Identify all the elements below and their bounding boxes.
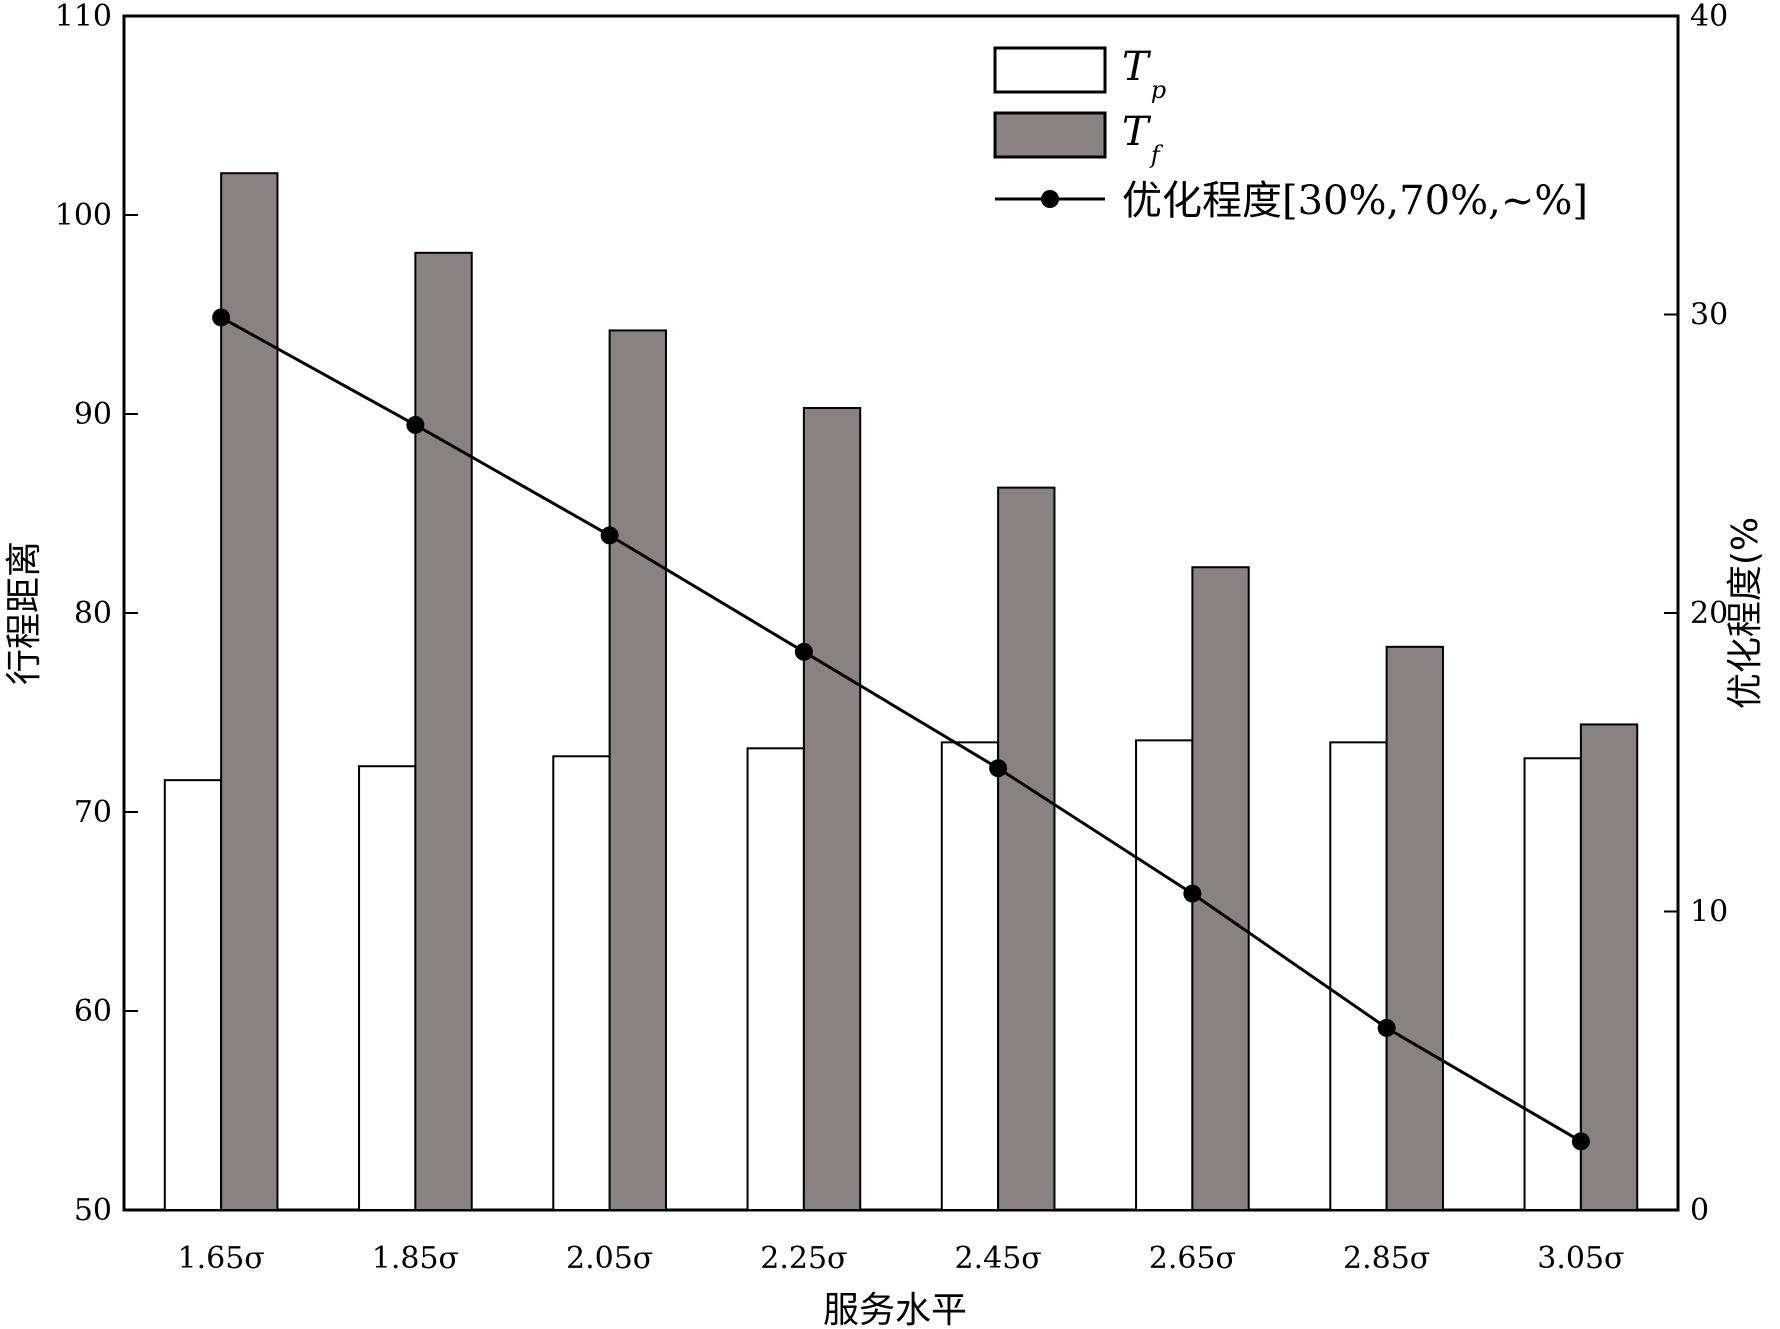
bar-tp-3 <box>746 747 805 1211</box>
x-tick-label-4: 2.45σ <box>954 1241 1041 1276</box>
bar-tf-2 <box>608 329 667 1212</box>
right-tick-label-1: 10 <box>1690 895 1728 930</box>
bar-tp-5 <box>1135 739 1194 1211</box>
bar-tp-0 <box>163 779 223 1211</box>
optimization-point-6 <box>1377 1018 1396 1037</box>
left-tick-label-3: 80 <box>74 596 112 631</box>
x-tick-label-1: 1.85σ <box>372 1241 459 1276</box>
left-tick-label-5: 100 <box>55 198 112 233</box>
legend-tf-sub: f <box>1149 141 1164 169</box>
legend-tp-sub: p <box>1151 76 1166 104</box>
left-tick-label-4: 90 <box>74 397 112 432</box>
right-axis-title: 优化程度(% <box>1725 517 1766 709</box>
optimization-point-5 <box>1183 884 1202 903</box>
x-tick-label-5: 2.65σ <box>1149 1241 1236 1276</box>
bar-tf-0 <box>220 172 279 1212</box>
optimization-point-2 <box>600 526 619 545</box>
legend-label-optimization: 优化程度[30%,70%,~%] <box>1122 178 1588 224</box>
optimization-line <box>220 316 1582 1143</box>
optimization-point-3 <box>794 642 813 661</box>
x-tick-label-3: 2.25σ <box>760 1241 847 1276</box>
legend-swatch-tf <box>993 111 1107 159</box>
bars-layer <box>163 172 1639 1212</box>
legend-tp-main: T <box>1122 44 1152 90</box>
left-tick-label-0: 50 <box>74 1193 112 1228</box>
x-tick-label-0: 1.65σ <box>177 1241 264 1276</box>
legend-tf-main: T <box>1122 109 1152 155</box>
left-axis: 50 60 70 80 90 100 110 <box>55 0 138 1228</box>
bar-tf-3 <box>802 407 862 1211</box>
bar-tp-6 <box>1329 741 1388 1211</box>
x-tick-label-7: 3.05σ <box>1537 1241 1624 1276</box>
right-axis: 0 10 20 30 40 <box>1664 0 1728 1228</box>
x-axis-title: 服务水平 <box>823 1290 967 1329</box>
bar-tf-1 <box>414 251 473 1211</box>
left-tick-label-6: 110 <box>55 0 112 34</box>
right-tick-label-2: 20 <box>1690 596 1728 631</box>
right-tick-label-4: 40 <box>1690 0 1728 34</box>
optimization-point-4 <box>989 759 1008 778</box>
left-tick-label-2: 70 <box>74 795 112 830</box>
bar-tf-5 <box>1191 566 1250 1211</box>
optimization-point-7 <box>1571 1132 1590 1151</box>
line-layer <box>212 308 1590 1151</box>
legend: Tp Tf 优化程度[30%,70%,~%] <box>993 44 1588 224</box>
legend-line-marker <box>1041 190 1059 208</box>
legend-label-tf: Tf <box>1122 109 1164 169</box>
right-tick-label-0: 0 <box>1690 1193 1709 1228</box>
right-tick-label-3: 30 <box>1690 298 1728 333</box>
bar-tf-7 <box>1579 723 1639 1211</box>
x-tick-label-2: 2.05σ <box>566 1241 653 1276</box>
x-axis: 1.65σ 1.85σ 2.05σ 2.25σ 2.45σ 2.65σ 2.85σ 3.05σ <box>177 1241 1624 1276</box>
bar-tp-1 <box>358 765 417 1211</box>
optimization-point-1 <box>406 415 425 434</box>
x-tick-label-6: 2.85σ <box>1343 1241 1430 1276</box>
bar-tf-6 <box>1385 645 1444 1211</box>
left-axis-title: 行程距离 <box>4 541 45 685</box>
bar-tp-4 <box>940 741 1000 1211</box>
optimization-point-0 <box>212 308 231 327</box>
legend-swatch-tp <box>993 46 1107 94</box>
bar-tf-4 <box>997 486 1056 1211</box>
legend-label-tp: Tp <box>1122 44 1166 104</box>
bar-tp-2 <box>552 755 611 1212</box>
left-tick-label-1: 60 <box>74 994 112 1029</box>
